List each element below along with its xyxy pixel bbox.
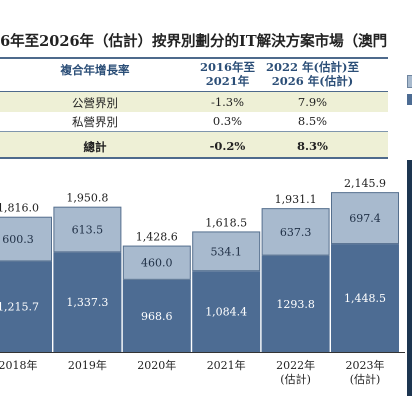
table-header: 複合年增長率 2016年至 2021年 2022 年(估計)至 2026 年(估… — [0, 60, 388, 90]
data-label-total: 1,618.5 — [205, 216, 247, 229]
data-label-total: 1,950.8 — [66, 192, 108, 205]
x-tick-label: 2019年 — [68, 358, 107, 372]
bar-public — [261, 255, 330, 352]
bar-public — [53, 252, 122, 352]
row-value: 0.3% — [212, 114, 243, 128]
x-tick-label: 2021年 — [207, 358, 246, 372]
side-accent-bar — [407, 160, 412, 396]
x-tick-label: (估計) — [280, 372, 311, 386]
row-highlight — [0, 92, 388, 112]
legend-swatch-private — [407, 75, 412, 88]
row-value: -1.3% — [210, 95, 245, 109]
header-period-2: 2022 年(估計)至 2026 年(估計) — [266, 60, 359, 88]
table-top-rule — [0, 57, 388, 59]
bar-private — [122, 245, 191, 280]
header-cagr: 複合年增長率 — [60, 63, 130, 77]
data-label-total: 1,816.0 — [0, 202, 39, 215]
x-tick-label: 2020年 — [137, 358, 176, 372]
data-label-private: 534.1 — [210, 245, 242, 258]
row-label: 私營界別 — [72, 115, 118, 129]
bar-public — [0, 261, 52, 352]
header-period-1: 2016年至 2021年 — [199, 60, 255, 88]
data-label-public: 1,337.3 — [66, 296, 108, 309]
legend-swatch-public — [407, 94, 412, 105]
bar-public — [331, 244, 399, 352]
bar-public — [122, 279, 191, 352]
x-tick-label: 2018年 — [0, 358, 38, 372]
data-label-public: 1,215.7 — [0, 301, 39, 314]
table-header-rule — [0, 91, 388, 92]
page-title: 16年至2026年（估計）按界別劃分的IT解決方案市場（澳門 — [0, 33, 388, 50]
data-label-total: 2,145.9 — [344, 177, 386, 190]
data-label-public: 1293.8 — [276, 298, 315, 311]
row-label: 公營界別 — [72, 96, 118, 110]
table-total-rule — [0, 131, 388, 132]
row-value: 8.5% — [297, 114, 328, 128]
table-bottom-rule — [0, 157, 388, 159]
bar-private — [192, 231, 261, 272]
x-tick-label: 2023年 — [346, 358, 385, 372]
bar-private — [261, 208, 330, 256]
total-value: 8.3% — [297, 139, 328, 153]
bar-private — [53, 206, 122, 253]
bar-private — [331, 192, 399, 245]
total-highlight — [0, 132, 388, 157]
data-label-private: 460.0 — [141, 257, 173, 270]
data-label-total: 1,428.6 — [136, 231, 178, 244]
data-label-public: 1,084.4 — [205, 306, 247, 319]
data-label-private: 637.3 — [280, 226, 312, 239]
total-label: 總計 — [83, 140, 107, 154]
x-tick-label: (估計) — [350, 372, 381, 386]
data-label-private: 600.3 — [2, 233, 34, 246]
data-label-public: 968.6 — [141, 310, 173, 323]
row-value: 7.9% — [297, 95, 328, 109]
data-label-total: 1,931.1 — [275, 193, 317, 206]
bar-public — [192, 271, 261, 352]
bar-private — [0, 216, 52, 262]
data-label-public: 1,448.5 — [344, 292, 386, 305]
total-value: -0.2% — [209, 139, 246, 153]
data-label-private: 697.4 — [349, 212, 381, 225]
x-tick-label: 2022年 — [276, 358, 315, 372]
data-label-private: 613.5 — [72, 224, 104, 237]
